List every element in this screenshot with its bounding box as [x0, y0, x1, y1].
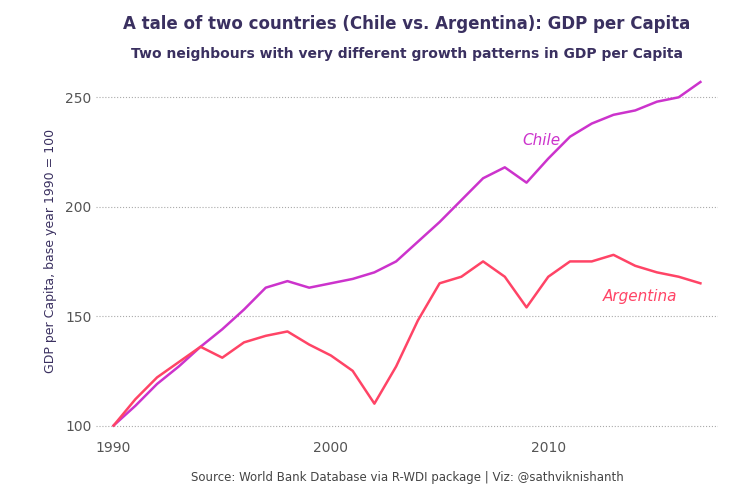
Y-axis label: GDP per Capita, base year 1990 = 100: GDP per Capita, base year 1990 = 100 [44, 128, 57, 372]
Text: Source: World Bank Database via R-WDI package | Viz: @sathviknishanth: Source: World Bank Database via R-WDI pa… [191, 471, 623, 484]
Text: A tale of two countries (Chile vs. Argentina): GDP per Capita: A tale of two countries (Chile vs. Argen… [124, 15, 690, 33]
Text: Argentina: Argentina [602, 289, 677, 304]
Text: Chile: Chile [522, 133, 560, 148]
Text: Two neighbours with very different growth patterns in GDP per Capita: Two neighbours with very different growt… [131, 47, 683, 61]
